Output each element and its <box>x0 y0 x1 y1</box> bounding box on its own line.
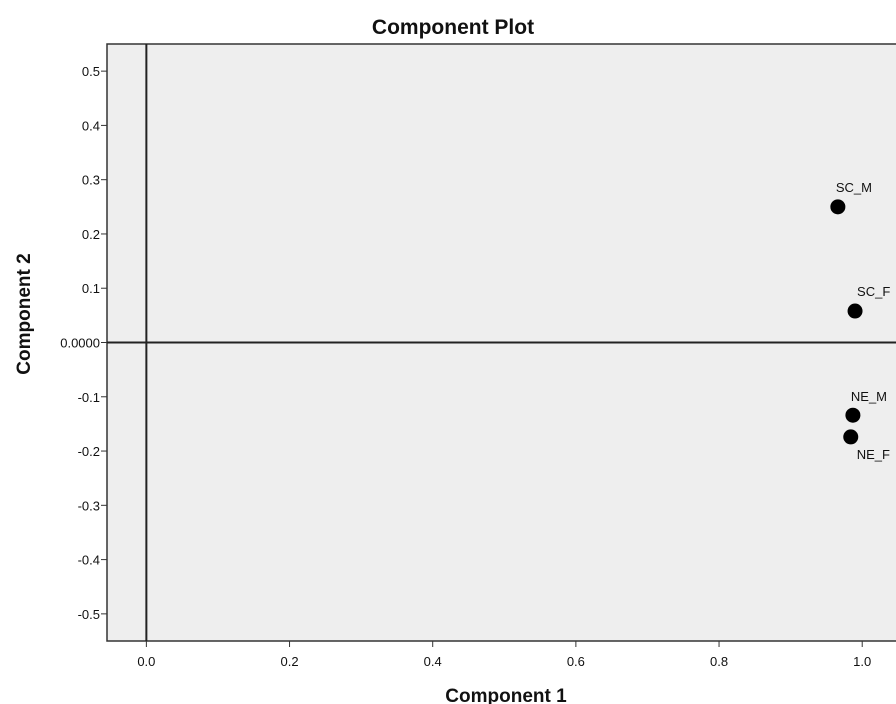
data-point-ne-m <box>845 407 861 423</box>
data-point-sc-m <box>830 199 846 215</box>
x-tick-label: 1.0 <box>853 654 871 669</box>
y-tick-label: -0.1 <box>78 390 100 405</box>
point-label: NE_F <box>857 447 890 462</box>
y-tick-label: 0.3 <box>82 173 100 188</box>
x-tick-label: 0.0 <box>137 654 155 669</box>
x-axis: 0.0 0.2 0.4 0.6 0.8 1.0 <box>137 641 871 669</box>
data-point-sc-f <box>847 303 863 319</box>
y-tick-label: 0.2 <box>82 227 100 242</box>
y-tick-label: -0.3 <box>78 498 100 513</box>
y-tick-label: -0.5 <box>78 607 100 622</box>
point-label: NE_M <box>851 389 887 404</box>
point-label: SC_M <box>836 180 872 195</box>
x-tick-label: 0.2 <box>280 654 298 669</box>
y-tick-label: 0.4 <box>82 118 100 133</box>
y-tick-label: 0.1 <box>82 281 100 296</box>
x-axis-title: Component 1 <box>445 686 567 704</box>
point-label: SC_F <box>857 284 890 299</box>
y-tick-label: 0.0000 <box>60 336 100 351</box>
x-tick-label: 0.8 <box>710 654 728 669</box>
y-tick-label: -0.2 <box>78 444 100 459</box>
data-point-ne-f <box>843 429 859 445</box>
y-tick-label: 0.5 <box>82 64 100 79</box>
chart-title: Component Plot <box>372 16 534 39</box>
x-tick-label: 0.6 <box>567 654 585 669</box>
data-points: SC_M SC_F NE_M NE_F <box>830 180 890 462</box>
y-axis: 0.5 0.4 0.3 0.2 0.1 0.0000 -0.1 -0.2 -0.3 -0.4 -0.… <box>60 64 107 622</box>
y-axis-title: Component 2 <box>14 253 35 374</box>
y-tick-label: -0.4 <box>78 553 100 568</box>
x-tick-label: 0.4 <box>424 654 442 669</box>
